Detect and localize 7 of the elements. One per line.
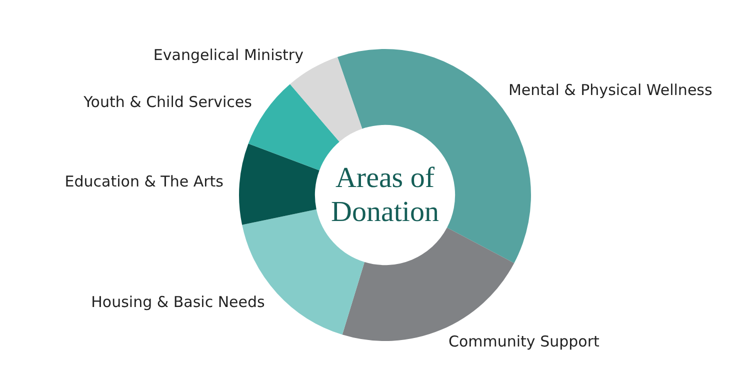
slice-label: Housing & Basic Needs bbox=[91, 292, 266, 311]
slice-label: Youth & Child Services bbox=[82, 93, 252, 112]
slice-label: Mental & Physical Wellness bbox=[508, 80, 712, 99]
slice-label: Evangelical Ministry bbox=[153, 46, 304, 64]
slice-label: Community Support bbox=[448, 332, 600, 351]
slice-label: Education & The Arts bbox=[64, 172, 224, 191]
text: Areas of Donation bbox=[330, 161, 440, 230]
